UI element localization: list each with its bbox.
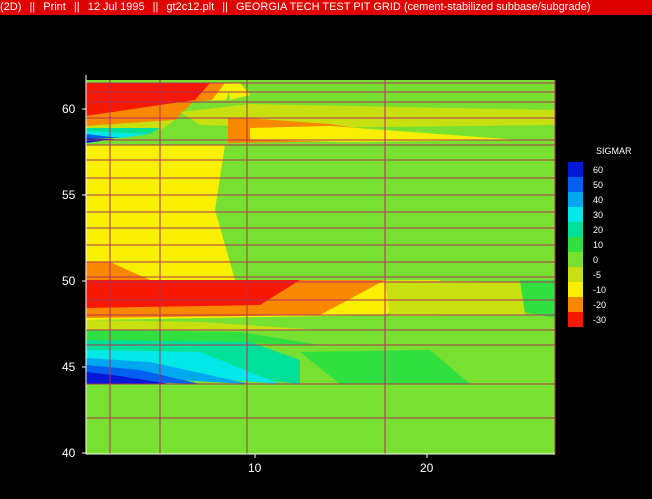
legend-swatch bbox=[568, 267, 583, 282]
legend-swatch bbox=[568, 162, 583, 177]
legend-swatch bbox=[568, 207, 583, 222]
legend-label: -30 bbox=[593, 315, 606, 325]
legend-swatch bbox=[568, 222, 583, 237]
legend-label: 0 bbox=[593, 255, 598, 265]
color-legend: 60 50 40 30 20 10 0 -5 -10 -20 -30 bbox=[568, 162, 606, 327]
y-tick-label: 45 bbox=[62, 360, 76, 374]
print-label[interactable]: Print bbox=[43, 1, 66, 13]
legend-swatch bbox=[568, 177, 583, 192]
legend-label: -20 bbox=[593, 300, 606, 310]
legend-label: 50 bbox=[593, 180, 603, 190]
filename-label: gt2c12.plt bbox=[166, 1, 215, 13]
separator: || bbox=[29, 1, 36, 13]
legend-label: 10 bbox=[593, 240, 603, 250]
x-tick-label: 20 bbox=[420, 461, 434, 475]
legend-swatch bbox=[568, 297, 583, 312]
y-tick-label: 55 bbox=[62, 188, 76, 202]
axes bbox=[82, 75, 555, 458]
legend-label: 60 bbox=[593, 165, 603, 175]
legend-swatch bbox=[568, 252, 583, 267]
plot-title: GEORGIA TECH TEST PIT GRID (cement-stabi… bbox=[235, 1, 591, 13]
bottom-contour-band bbox=[86, 384, 555, 454]
date-label: 12 Jul 1995 bbox=[87, 1, 145, 13]
legend-title: SIGMAR bbox=[596, 146, 632, 156]
upper-contour-band bbox=[86, 83, 555, 145]
legend-label: 40 bbox=[593, 195, 603, 205]
legend-label: -10 bbox=[593, 285, 606, 295]
lower-contour-band bbox=[86, 280, 555, 384]
y-tick-label: 40 bbox=[62, 446, 76, 460]
legend-swatch bbox=[568, 312, 583, 327]
separator: || bbox=[222, 1, 228, 13]
separator: || bbox=[152, 1, 159, 13]
mid-contour-edge bbox=[86, 262, 150, 280]
mesh-grid bbox=[86, 80, 556, 454]
legend-label: 30 bbox=[593, 210, 603, 220]
legend-label: 20 bbox=[593, 225, 603, 235]
legend-swatch bbox=[568, 237, 583, 252]
x-tick-label: 10 bbox=[248, 461, 262, 475]
legend-swatch bbox=[568, 192, 583, 207]
y-tick-label: 60 bbox=[62, 102, 76, 116]
legend-label: -5 bbox=[593, 270, 601, 280]
separator: || bbox=[73, 1, 80, 13]
legend-swatch bbox=[568, 282, 583, 297]
mode-label[interactable]: (2D) bbox=[0, 1, 22, 13]
title-bar: (2D) || Print || 12 Jul 1995 || gt2c12.p… bbox=[0, 0, 652, 15]
y-tick-label: 50 bbox=[62, 274, 76, 288]
